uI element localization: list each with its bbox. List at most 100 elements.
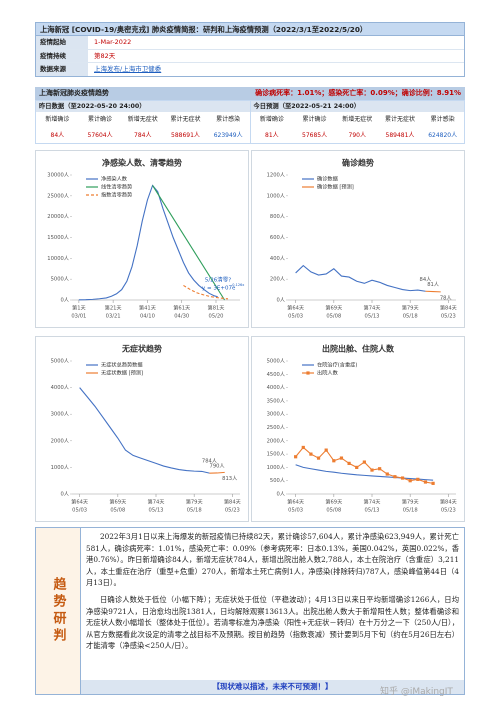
series-line [295, 464, 434, 481]
y-tick-label: 1000人 [267, 192, 285, 199]
marker [416, 477, 420, 481]
stat-value: 784人 [134, 132, 152, 139]
x-tick-date: 05/18 [403, 508, 418, 514]
stat-heading: 昨日数据（至2022-05-20 24:00） [36, 101, 250, 112]
y-tick-label: 1500人 [267, 451, 285, 458]
y-tick-label: 20000人 [47, 213, 69, 220]
analysis: 趋势研判 2022年3月1日以来上海爆发的新冠疫情已持续82天，累计确诊57,6… [35, 527, 465, 695]
x-tick-label: 第64天 [287, 304, 304, 312]
series-line [152, 185, 226, 301]
series-line [183, 284, 229, 300]
x-tick-date: 05/08 [110, 508, 125, 514]
y-tick-label: 2000人 [267, 437, 285, 444]
marker [301, 445, 305, 450]
stat-value-row: 81人 57685人 790人 589481人 624820人 [251, 128, 465, 144]
x-tick-label: 第69天 [325, 498, 342, 506]
marker [370, 468, 374, 472]
chart-box: 无症状趋势 0人 1000人 2000人 3000人 4000人 5000人 第64天 05/0… [35, 336, 249, 522]
y-tick-label: 2500人 [267, 424, 285, 431]
y-tick-label: 800人 [270, 213, 285, 220]
y-tick-label: 4500人 [267, 371, 285, 378]
y-tick-label: 15000人 [47, 234, 69, 241]
chart-title: 无症状趋势 [121, 344, 162, 354]
header-value: 第82天 [94, 51, 116, 60]
marker [423, 480, 428, 484]
chart-box: 出院出舱、住院人数 0人 500人 1000人 1500人 2000人 2500人 3000人… [251, 336, 465, 522]
stat-label: 累计确诊 [88, 116, 113, 123]
data-label: 84人 [420, 276, 432, 283]
stat-label: 累计无症状 [170, 116, 201, 123]
annotation: -0.126x [231, 283, 244, 287]
x-tick-date: 03/01 [71, 314, 86, 320]
x-tick-label: 第84天 [440, 498, 457, 506]
legend-marker [306, 371, 310, 375]
marker [324, 448, 328, 452]
data-label: 81人 [427, 281, 439, 288]
x-tick-label: 第1天 [72, 304, 86, 312]
stat-value: 81人 [265, 132, 279, 139]
y-tick-label: 1200人 [267, 172, 285, 179]
y-tick-label: 10000人 [47, 255, 69, 262]
legend-label: 确诊数据 [预测] [317, 183, 354, 191]
header-row: 疫情起始 1-Mar-2022 [36, 36, 464, 50]
stat-label: 累计无症状 [384, 116, 415, 123]
x-tick-date: 05/23 [225, 508, 240, 514]
stat-value: 588691人 [171, 132, 200, 139]
y-tick-label: 600人 [270, 234, 285, 241]
x-tick-label: 第84天 [440, 304, 457, 312]
header-key: 数据来源 [36, 63, 88, 76]
stat-label: 累计感染 [216, 116, 241, 123]
banner: 【现状难以描述，未来不可预测！】 [81, 680, 464, 694]
trend-title: 上海新冠肺炎疫情趋势 [39, 89, 109, 97]
y-tick-label: 0人 [61, 491, 70, 498]
x-tick-label: 第81天 [208, 304, 225, 312]
chart-box: 净感染人数、清零趋势 0人 5000人 10000人 15000人 20000人 25000… [35, 150, 249, 328]
x-tick-label: 第74天 [148, 498, 165, 506]
chart-title: 净感染人数、清零趋势 [102, 158, 182, 168]
series-line [79, 387, 210, 474]
header: 上海新冠 [COVID-19/奥密克戎] 肺炎疫情简报：研判和上海疫情预测（20… [35, 22, 465, 77]
x-tick-label: 第74天 [364, 498, 381, 506]
marker [362, 460, 366, 464]
x-tick-date: 04/30 [174, 314, 189, 320]
stat-heading: 今日预测（至2022-05-21 24:00） [250, 101, 464, 112]
header-title: 上海新冠 [COVID-19/奥密克戎] 肺炎疫情简报：研判和上海疫情预测（20… [36, 23, 464, 36]
y-tick-label: 3500人 [267, 397, 285, 404]
marker [339, 456, 344, 460]
header-row: 数据来源 上海发布/上海市卫健委 [36, 63, 464, 76]
marker [385, 472, 389, 476]
y-tick-label: 0人 [277, 297, 286, 304]
y-tick-label: 3000人 [51, 411, 69, 418]
y-tick-label: 3000人 [267, 411, 285, 418]
analysis-label: 趋势研判 [50, 577, 66, 645]
header-row: 疫情持续 第82天 [36, 49, 464, 63]
legend-label: 无症状总趋势数据 [101, 361, 143, 369]
x-tick-date: 05/20 [209, 314, 224, 320]
legend-label: 无症状数据 [预测] [101, 369, 143, 377]
header-value[interactable]: 上海发布/上海市卫健委 [94, 65, 162, 73]
x-tick-label: 第84天 [224, 498, 241, 506]
y-tick-label: 0人 [61, 297, 70, 304]
x-tick-date: 05/08 [326, 314, 341, 320]
series-line [295, 446, 434, 484]
marker [309, 452, 313, 456]
x-tick-date: 05/23 [441, 508, 456, 514]
data-label: 790人 [210, 462, 225, 469]
x-tick-date: 05/23 [441, 314, 456, 320]
y-tick-label: 5000人 [51, 358, 69, 365]
y-tick-label: 5000人 [51, 276, 69, 283]
x-tick-label: 第79天 [402, 304, 419, 312]
chart-title: 确诊趋势 [342, 158, 374, 168]
x-tick-date: 05/13 [365, 508, 380, 514]
marker [332, 459, 336, 463]
series-line [209, 471, 225, 474]
x-tick-label: 第64天 [71, 498, 88, 506]
stat-value: 57604人 [87, 132, 113, 139]
stat-value: 589481人 [385, 132, 415, 139]
x-tick-date: 05/03 [72, 508, 87, 514]
marker [378, 467, 382, 471]
x-tick-date: 05/18 [403, 314, 418, 320]
